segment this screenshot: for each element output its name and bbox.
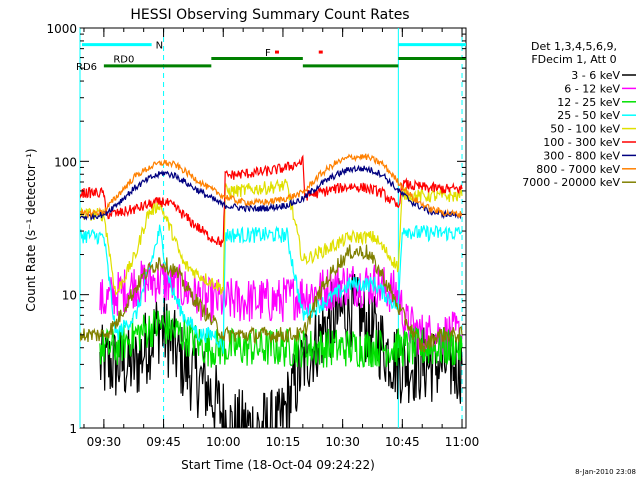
x-tick-label: 10:30 bbox=[325, 435, 360, 449]
legend-label-6: 100 - 300 keV bbox=[543, 136, 620, 149]
x-tick-label: 10:00 bbox=[206, 435, 241, 449]
state-label-rd6: RD6 bbox=[76, 62, 97, 73]
state-label-f: F bbox=[265, 48, 271, 59]
legend-label-9: 7000 - 20000 keV bbox=[522, 176, 620, 189]
x-tick-label: 10:15 bbox=[266, 435, 301, 449]
x-tick-label: 09:30 bbox=[87, 435, 122, 449]
y-tick-label: 1000 bbox=[46, 22, 77, 36]
series-line-4 bbox=[80, 224, 463, 354]
y-tick-label: 1 bbox=[69, 422, 77, 436]
x-axis-label: Start Time (18-Oct-04 09:24:22) bbox=[181, 458, 375, 472]
legend-header-line-1: Det 1,3,4,5,6,9, bbox=[531, 40, 617, 53]
legend-label-7: 300 - 800 keV bbox=[543, 149, 620, 162]
x-tick-label: 11:00 bbox=[445, 435, 480, 449]
legend-label-2: 6 - 12 keV bbox=[564, 82, 620, 95]
series-line-7 bbox=[80, 164, 463, 221]
state-label-rd0: RD0 bbox=[113, 55, 134, 66]
y-tick-label: 10 bbox=[62, 289, 77, 303]
series-line-8 bbox=[80, 153, 463, 219]
series-line-1 bbox=[99, 270, 463, 428]
date-stamp: 8-Jan-2010 23:08 bbox=[575, 468, 636, 476]
x-tick-label: 09:45 bbox=[146, 435, 181, 449]
series-line-9 bbox=[80, 244, 463, 353]
series-line-6 bbox=[80, 154, 463, 248]
series-line-5 bbox=[80, 178, 463, 296]
series-line-3 bbox=[99, 310, 463, 368]
y-axis-label: Count Rate (s⁻¹ detector⁻¹) bbox=[24, 148, 38, 311]
legend-label-5: 50 - 100 keV bbox=[550, 123, 620, 136]
series-line-2 bbox=[99, 260, 463, 360]
state-label-n: N bbox=[156, 41, 163, 52]
legend-label-3: 12 - 25 keV bbox=[557, 96, 620, 109]
legend-label-8: 800 - 7000 keV bbox=[536, 163, 620, 176]
legend-label-1: 3 - 6 keV bbox=[571, 69, 620, 82]
y-tick-label: 100 bbox=[54, 155, 77, 169]
x-tick-label: 10:45 bbox=[385, 435, 420, 449]
chart-title: HESSI Observing Summary Count Rates bbox=[130, 7, 409, 23]
legend-header-line-2: FDecim 1, Att 0 bbox=[531, 53, 616, 66]
legend-label-4: 25 - 50 keV bbox=[557, 109, 620, 122]
